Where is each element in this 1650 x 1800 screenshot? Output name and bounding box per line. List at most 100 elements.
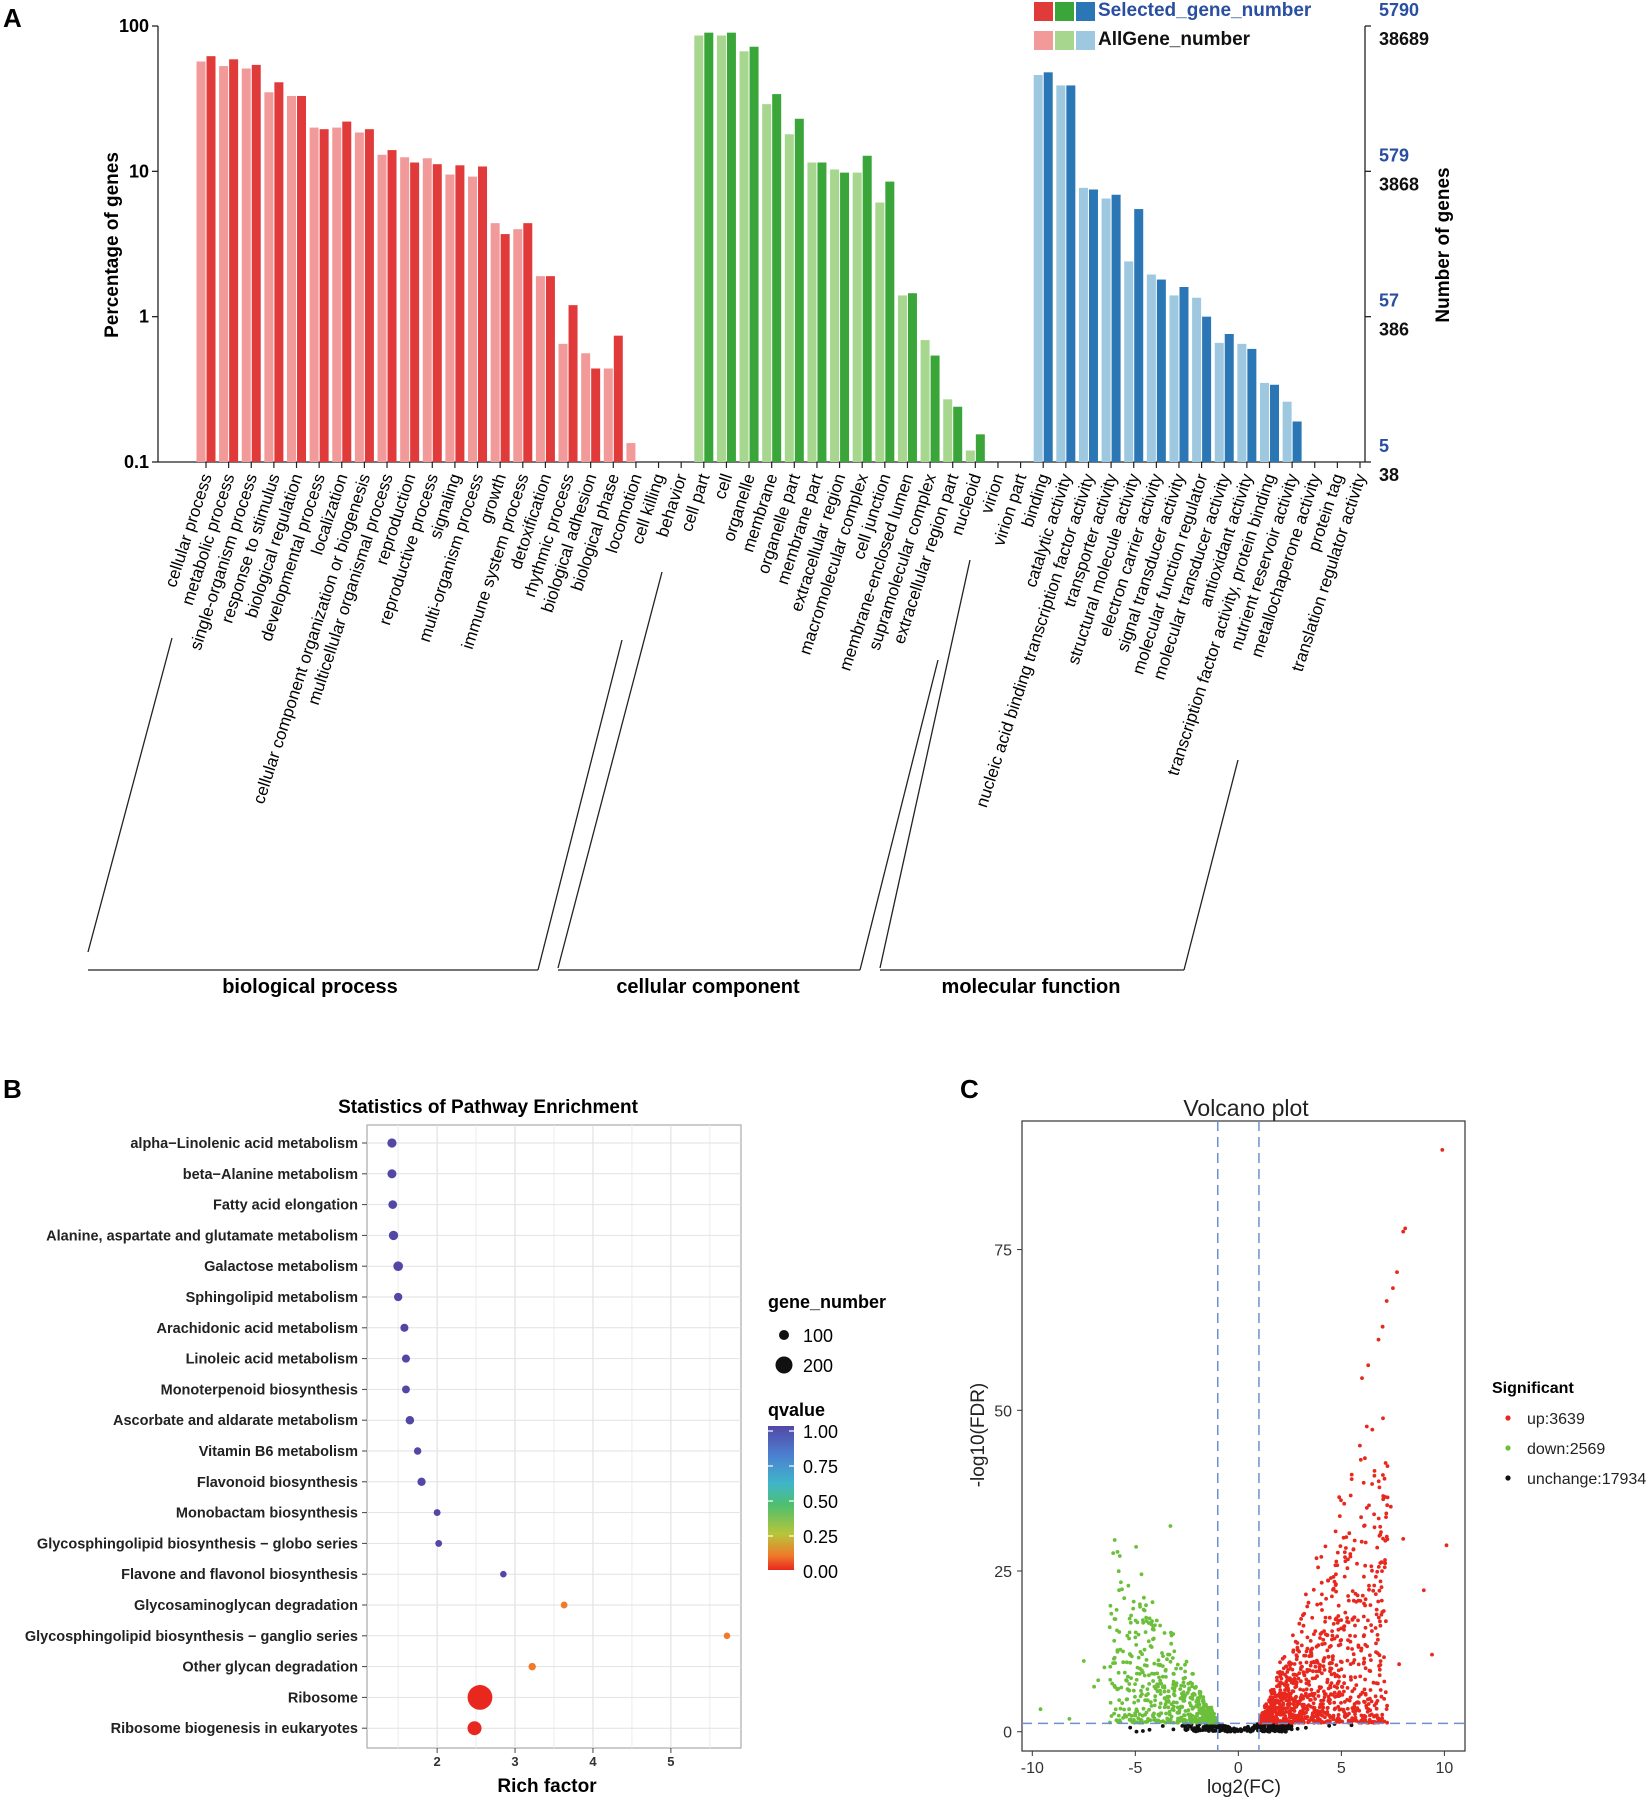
go-bar-all [309,127,319,462]
volcano-point [1171,1679,1176,1684]
volcano-point [1345,1616,1349,1620]
volcano-point [1127,1682,1132,1686]
volcano-point [1170,1656,1175,1660]
volcano-point [1152,1661,1157,1666]
volcano-point [1367,1583,1371,1588]
go-bar-chart: 0.1 5 38 1 57 386 10 579 3868 100 5790 38689 cellul… [87,0,1454,998]
volcano-point [1162,1689,1167,1694]
volcano-point [1343,1555,1347,1559]
go-bar-selected [907,293,917,462]
volcano-point [1142,1673,1147,1678]
volcano-point [1371,1680,1376,1685]
volcano-point [1325,1680,1330,1685]
go-bar-selected [545,276,555,462]
volcano-point [1342,1681,1346,1686]
volcano-point [1147,1682,1152,1686]
volcano-point [1121,1660,1126,1665]
volcano-point [1136,1698,1141,1703]
volcano-point [1379,1598,1384,1603]
volcano-point [1346,1620,1351,1625]
go-bar-selected [206,56,216,462]
volcano-point [1175,1662,1180,1667]
volcano-point [1338,1638,1343,1643]
volcano-point [1111,1661,1115,1665]
volcano-point [1342,1627,1346,1632]
pathway-point [388,1200,398,1209]
volcano-point [1327,1615,1332,1620]
volcano-point [1373,1694,1378,1699]
volcano-point [1310,1615,1315,1620]
colorbar-tick-label: 1.00 [803,1422,838,1442]
volcano-point [1304,1649,1309,1654]
volcano-point [1315,1602,1320,1607]
go-bar-selected [432,164,442,463]
volcano-point [1290,1720,1294,1724]
volcano-point [1038,1707,1043,1712]
pathway-label: Alanine, aspartate and glutamate metabol… [46,1228,358,1244]
volcano-point [1299,1665,1304,1669]
volcano-point [1297,1671,1302,1676]
volcano-point [1334,1663,1339,1667]
volcano-point [1132,1700,1137,1705]
pathway-point [467,1685,493,1710]
volcano-point [1377,1588,1382,1593]
volcano-point [1358,1457,1363,1462]
volcano-point [1125,1633,1130,1638]
volcano-point [1147,1616,1152,1621]
volcano-point [1167,1712,1172,1717]
volcano-point [1212,1725,1216,1729]
volcano-point [1358,1443,1362,1448]
volcano-point [1305,1667,1310,1672]
volcano-point [1364,1424,1369,1429]
go-bar-all [1214,342,1224,462]
volcano-point [1171,1708,1176,1712]
volcano-point [1195,1729,1200,1733]
volcano-point [1351,1598,1356,1603]
go-bar-selected [1292,421,1302,462]
volcano-point [1124,1660,1129,1665]
volcano-point [1368,1669,1373,1673]
volcano-point [1322,1641,1327,1646]
volcano-point [1378,1579,1383,1584]
go-bar-all [739,51,749,462]
volcano-point [1346,1594,1350,1598]
volcano-point [1369,1623,1373,1627]
volcano-point [1109,1611,1114,1616]
volcano-point [1146,1639,1151,1644]
volcano-point [1138,1650,1143,1654]
volcano-point [1158,1623,1162,1628]
volcano-point [1336,1704,1341,1709]
volcano-point [1401,1537,1406,1541]
legend-swatch [1055,2,1074,21]
volcano-point [1380,1569,1384,1573]
volcano-point [1144,1603,1148,1608]
volcano-point [1300,1703,1305,1708]
volcano-point [1178,1687,1183,1691]
go-bar-all [354,132,364,462]
volcano-point [1131,1599,1136,1604]
volcano-point [1179,1683,1184,1688]
go-ylabel-right: Number of genes [1433,167,1454,322]
go-bar-all [897,295,907,462]
volcano-point [1275,1678,1279,1683]
volcano-point [1355,1593,1360,1598]
volcano-point [1285,1688,1290,1693]
volcano-point [1377,1673,1382,1678]
volcano-x-tick-label: 0 [1234,1760,1243,1777]
go-bar-all [196,61,206,462]
volcano-point [1277,1694,1282,1699]
volcano-point [1372,1512,1376,1517]
volcano-legend-title: Significant [1492,1380,1574,1397]
volcano-point [1295,1645,1300,1650]
volcano-point [1179,1715,1183,1720]
volcano-point [1273,1724,1278,1729]
volcano-point [1275,1684,1279,1689]
volcano-point [1330,1633,1335,1638]
go-bar-selected [410,162,420,463]
volcano-point [1351,1652,1356,1657]
go-group-label: biological process [222,976,398,998]
pathway-point [400,1323,409,1332]
volcano-point [1320,1671,1324,1676]
volcano-point [1385,1703,1389,1708]
colorbar-tick-label: 0.50 [803,1492,838,1512]
